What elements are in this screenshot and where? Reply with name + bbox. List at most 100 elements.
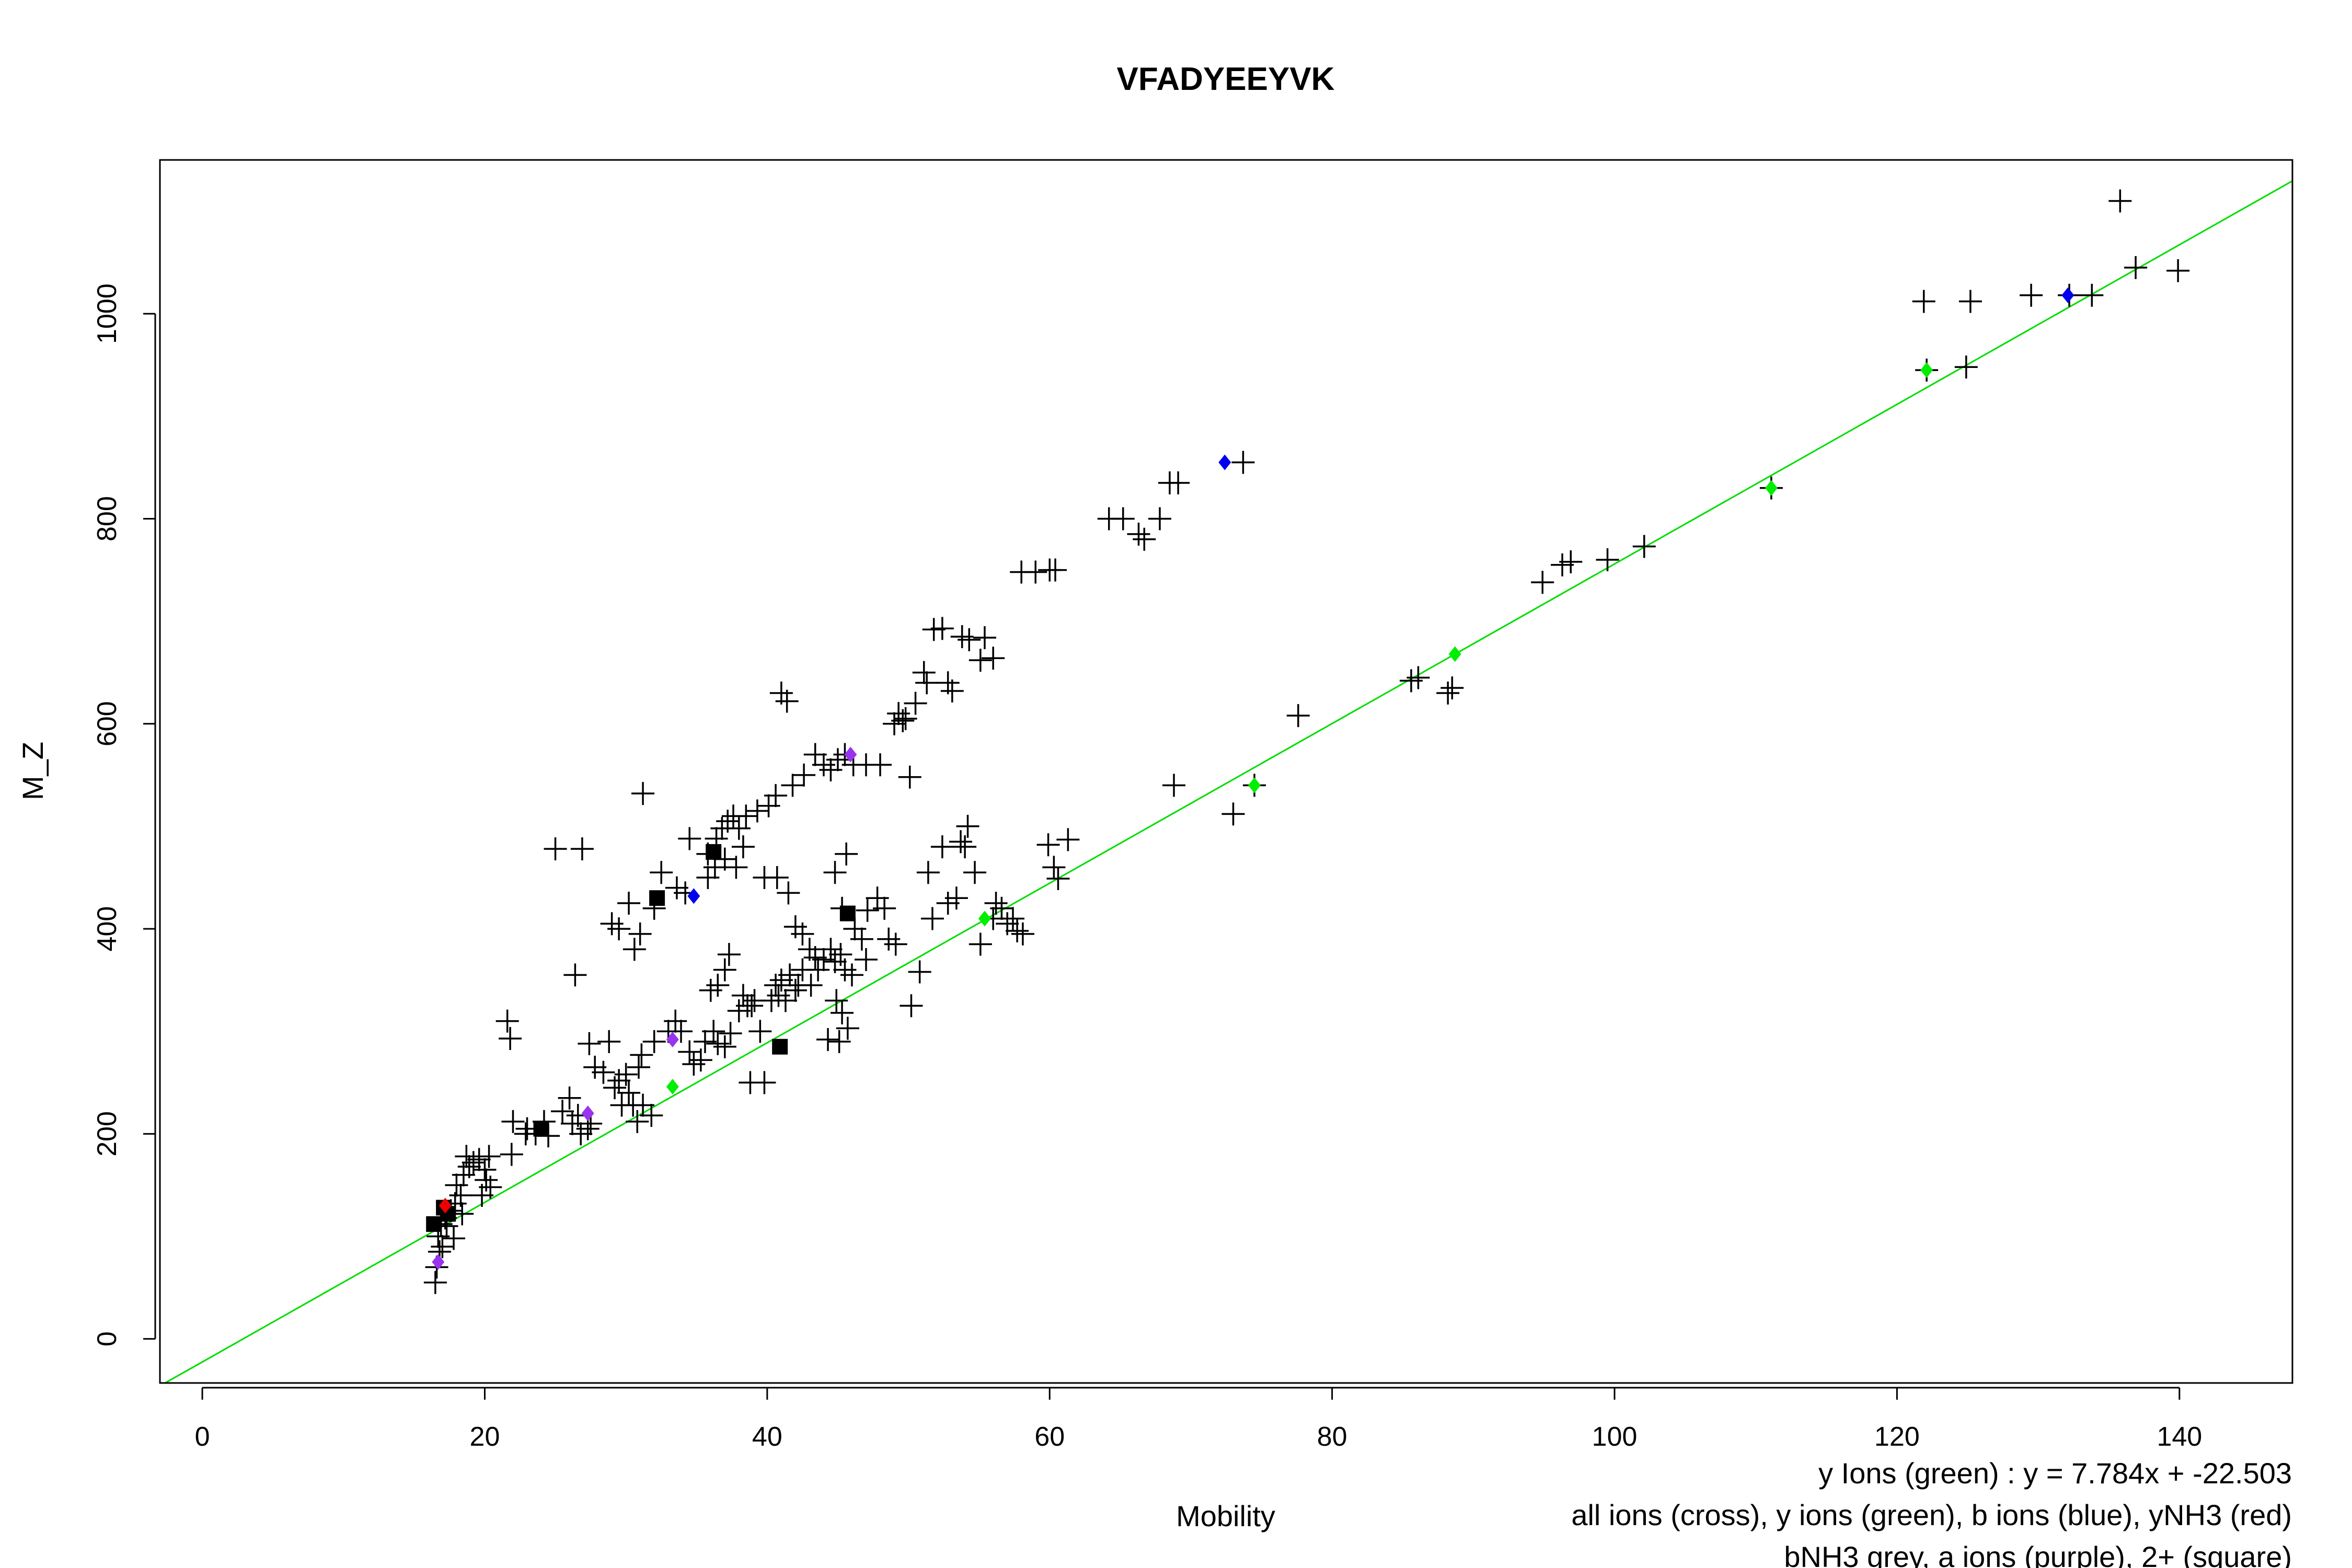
b-ion-point <box>687 888 700 904</box>
x-tick-label: 60 <box>1034 1422 1065 1452</box>
cross-point <box>627 1055 650 1079</box>
x-tick-label: 120 <box>1874 1422 1920 1452</box>
cross-point <box>1036 833 1060 857</box>
y-ion-point <box>1248 777 1261 793</box>
y-ion-point <box>666 1079 679 1095</box>
cross-point <box>473 1158 497 1182</box>
cross-point <box>949 830 973 854</box>
cross-point <box>940 679 964 703</box>
cross-point <box>816 1028 840 1051</box>
cross-point <box>2080 283 2104 307</box>
cross-point <box>614 1063 638 1086</box>
y-ion-point <box>978 910 991 927</box>
cross-point <box>1440 676 1464 700</box>
cross-point <box>894 707 917 730</box>
cross-point <box>781 774 804 797</box>
cross-point <box>930 617 954 640</box>
cross-point <box>920 907 944 930</box>
cross-point <box>873 896 896 920</box>
cross-point <box>442 1227 466 1250</box>
plot-frame <box>159 159 2293 1384</box>
y-axis: 0 200 400 600 800 1000 <box>92 283 156 1346</box>
cross-point <box>753 1071 776 1094</box>
cross-point <box>944 886 968 910</box>
cross-point <box>1912 290 1935 313</box>
cross-point <box>792 763 816 787</box>
a-ion-point <box>581 1105 594 1122</box>
cross-point <box>706 973 730 997</box>
cross-point <box>650 861 673 884</box>
y-ion-point <box>1765 480 1778 496</box>
cross-point <box>501 1110 525 1133</box>
y-ion-point <box>1448 646 1461 662</box>
cross-point <box>628 922 652 946</box>
legend-annotation-1: all ions (cross), y ions (green), b ions… <box>1571 1498 2292 1531</box>
cross-point <box>745 799 769 823</box>
cross-point <box>1056 828 1080 851</box>
cross-point <box>467 1148 491 1171</box>
cross-point <box>617 1081 641 1104</box>
cross-point <box>930 835 954 859</box>
x-tick-label: 40 <box>752 1422 782 1452</box>
a-ion-point <box>666 1031 679 1047</box>
y-tick-label: 600 <box>92 701 122 746</box>
cross-point <box>969 649 992 672</box>
cross-point <box>1221 802 1245 826</box>
cross-point <box>640 1104 663 1127</box>
cross-point <box>670 1020 693 1043</box>
square-point <box>426 1216 442 1232</box>
cross-point <box>1958 290 1982 313</box>
cross-point <box>1011 922 1034 946</box>
cross-point <box>622 938 646 961</box>
fit-line <box>163 180 2292 1383</box>
cross-point <box>617 892 641 915</box>
cross-point <box>664 1009 687 1033</box>
cross-point <box>1046 867 1070 890</box>
cross-point <box>702 1020 725 1043</box>
cross-point <box>1001 907 1024 930</box>
cross-point <box>551 1100 574 1123</box>
cross-point <box>1042 856 1066 879</box>
cross-point <box>495 1009 519 1033</box>
cross-point <box>840 963 863 987</box>
cross-point <box>958 628 981 651</box>
cross-point <box>806 958 830 982</box>
cross-point <box>915 671 939 695</box>
cross-point <box>799 973 823 997</box>
cross-point <box>884 932 907 956</box>
chart-title: VFADYEEYVK <box>1117 61 1335 97</box>
x-tick-label: 20 <box>470 1422 500 1452</box>
fit-annotation: y Ions (green) : y = 7.784x + -22.503 <box>1818 1457 2292 1490</box>
cross-point <box>455 1145 478 1168</box>
cross-point <box>500 1143 523 1166</box>
cross-point <box>956 814 979 838</box>
cross-point <box>854 948 878 971</box>
y-tick-label: 200 <box>92 1111 122 1157</box>
data-points <box>423 189 2190 1294</box>
cross-point <box>2124 256 2148 279</box>
cross-point <box>836 1017 859 1040</box>
cross-point <box>982 647 1005 670</box>
cross-point <box>1133 527 1156 551</box>
cross-point <box>764 784 788 808</box>
cross-point <box>791 922 814 946</box>
cross-point <box>835 842 858 866</box>
cross-point <box>626 1110 649 1133</box>
cross-point <box>764 973 788 997</box>
cross-point <box>774 989 797 1012</box>
cross-point <box>984 892 1008 915</box>
cross-point <box>499 1027 522 1050</box>
cross-point <box>823 861 847 884</box>
cross-point <box>775 689 799 713</box>
cross-point <box>1436 681 1460 705</box>
cross-point <box>1167 471 1190 494</box>
cross-point <box>1559 550 1583 573</box>
cross-point <box>748 1020 772 1043</box>
cross-point <box>969 932 992 956</box>
cross-point <box>1286 704 1310 728</box>
x-tick-label: 140 <box>2157 1422 2202 1452</box>
cross-point <box>1148 507 1172 531</box>
cross-point <box>731 835 755 859</box>
y-axis-label: M_Z <box>16 742 49 800</box>
cross-point <box>743 989 766 1012</box>
